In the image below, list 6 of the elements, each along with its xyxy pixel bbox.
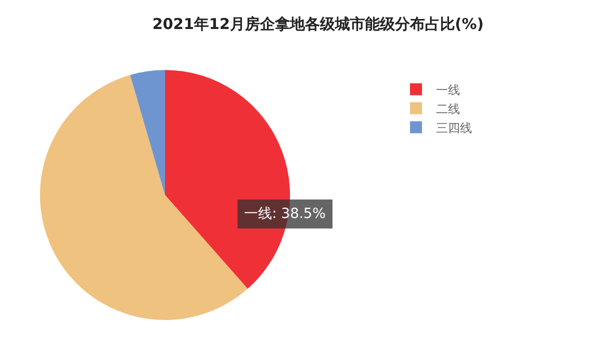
chart-title: 2021年12月房企拿地各级城市能级分布占比(%) [152, 15, 484, 34]
legend-label: 一线 [436, 82, 460, 97]
legend-label: 二线 [436, 102, 460, 116]
legend-label: 三四线 [436, 120, 472, 135]
pie-slice [130, 70, 165, 195]
text: 一线: 38.5% [244, 206, 326, 222]
